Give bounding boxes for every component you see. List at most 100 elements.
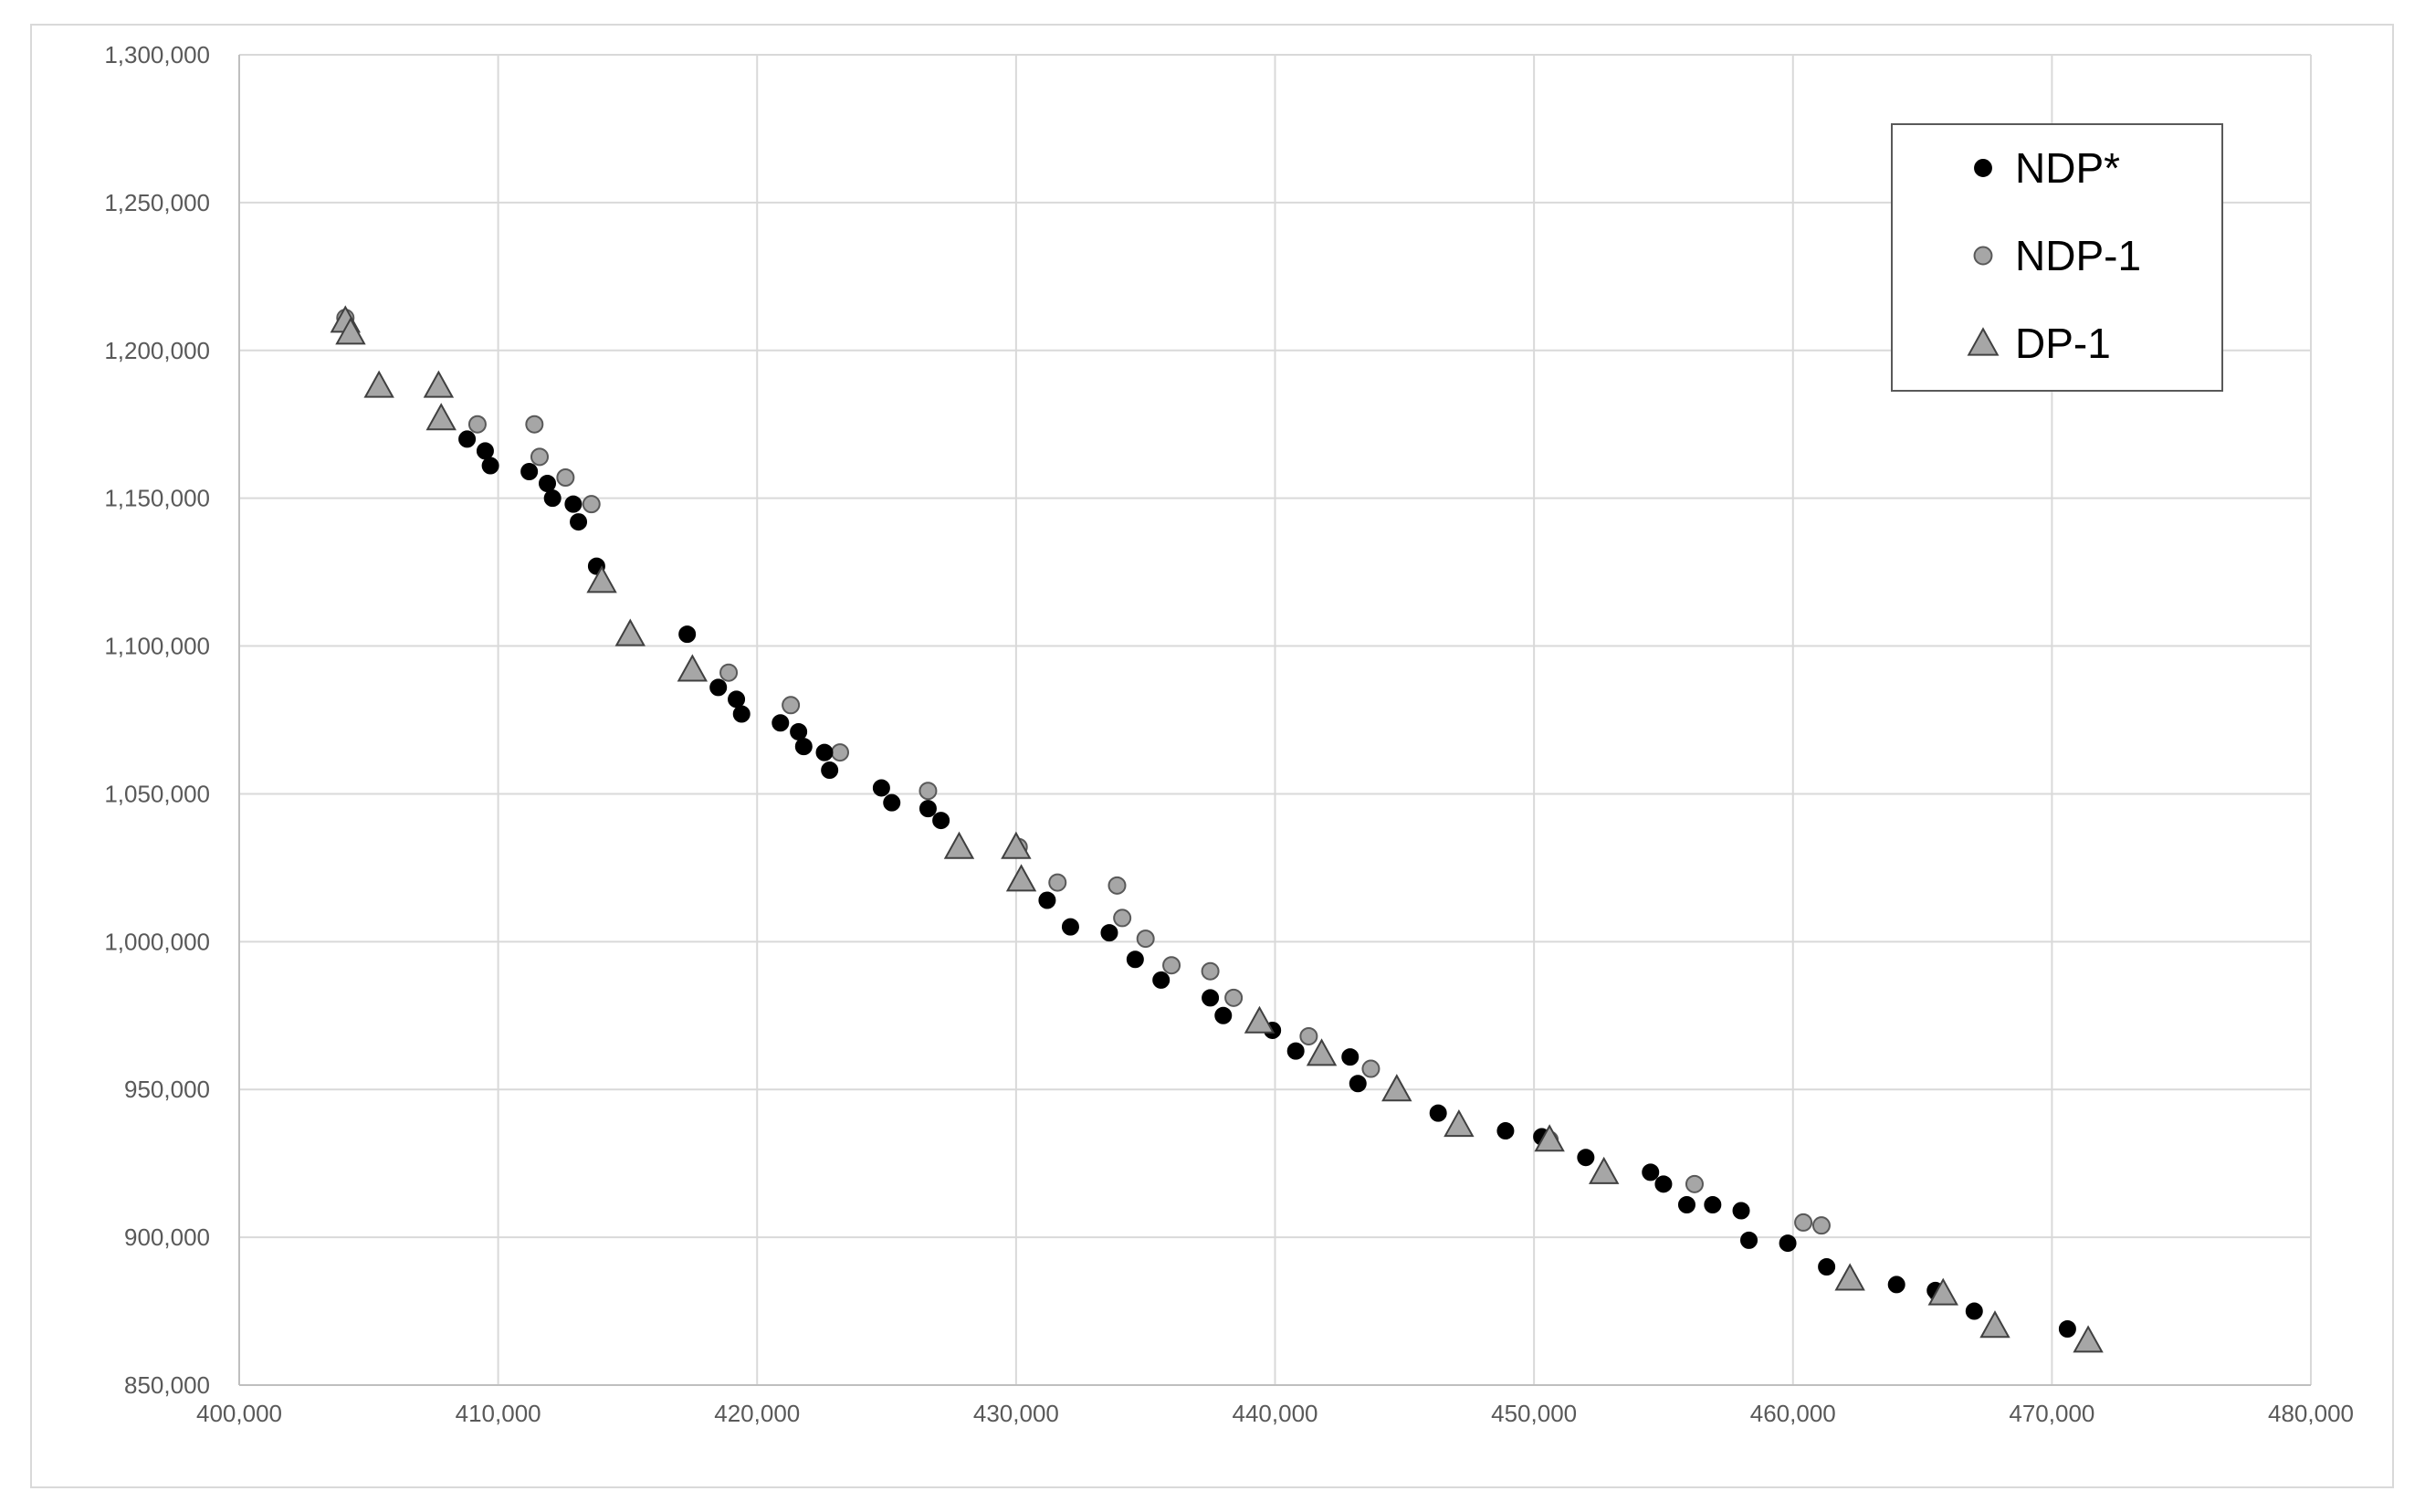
point-dp-1 [363,370,394,398]
legend-label-dp-1: DP-1 [2015,320,2111,367]
point-ndp-1 [1201,961,1220,981]
point-ndp-1 [525,415,544,434]
point-ndp [790,722,808,740]
point-ndp [1654,1175,1673,1193]
point-dp-1 [614,618,646,646]
point-ndp [1965,1302,1983,1320]
x-tick-label: 420,000 [714,1400,800,1427]
point-ndp [539,474,557,492]
point-dp-1 [1381,1074,1412,1102]
point-ndp-1 [1136,929,1155,949]
x-tick-label: 400,000 [196,1400,282,1427]
point-ndp-1 [1685,1174,1704,1193]
point-dp-1 [1979,1310,2010,1339]
y-tick-label: 1,250,000 [104,189,210,216]
point-dp-1 [1005,864,1037,892]
point-dp-1 [677,654,709,682]
y-tick-label: 950,000 [124,1076,210,1103]
point-ndp [458,430,477,448]
point-ndp [678,625,697,644]
point-ndp [1496,1122,1515,1140]
point-ndp [1732,1202,1750,1220]
legend: NDP* NDP-1 DP-1 [1891,123,2223,392]
point-dp-1 [1589,1156,1620,1184]
x-tick-label: 480,000 [2268,1400,2354,1427]
data-points [330,305,2104,1353]
legend-label-ndp: NDP* [2015,144,2120,192]
point-ndp [1818,1257,1836,1276]
point-ndp [1642,1163,1660,1181]
point-ndp [1038,891,1056,909]
tick-labels: 400,000 410,000 420,000 430,000 440,000 450,0… [104,41,2354,1427]
point-dp-1 [1001,831,1032,859]
point-ndp [732,705,751,723]
legend-marker-ndp-1 [1973,246,1993,266]
point-ndp [481,457,499,475]
point-ndp [520,463,539,481]
point-ndp-1 [467,415,487,434]
legend-label-ndp-1: NDP-1 [2015,232,2141,279]
point-dp-1 [2073,1325,2104,1353]
point-ndp [815,743,834,761]
x-tick-label: 450,000 [1491,1400,1577,1427]
x-tick-label: 410,000 [456,1400,541,1427]
point-ndp-1 [919,782,938,801]
point-ndp [1100,924,1118,942]
point-ndp [1341,1048,1359,1066]
point-dp-1 [335,317,366,345]
point-ndp-1 [831,743,850,762]
legend-box [1891,123,2223,392]
point-dp-1 [425,403,457,431]
point-ndp [1061,918,1079,936]
x-tick-label: 470,000 [2009,1400,2094,1427]
point-ndp [1286,1042,1305,1060]
x-tick-label: 440,000 [1233,1400,1318,1427]
point-ndp [1126,950,1144,969]
y-tick-label: 1,000,000 [104,928,210,955]
point-ndp-1 [582,495,601,514]
point-ndp-1 [1113,908,1132,928]
point-dp-1 [586,565,617,593]
point-ndp [709,678,728,697]
point-ndp [883,793,901,812]
y-tick-label: 1,150,000 [104,485,210,512]
point-ndp-1 [1361,1059,1380,1078]
y-tick-label: 850,000 [124,1371,210,1399]
point-ndp-1 [530,447,550,467]
point-ndp [772,714,790,732]
point-ndp [919,800,937,818]
point-ndp-1 [1162,956,1181,975]
point-ndp-1 [1048,873,1067,892]
point-ndp [1349,1075,1367,1093]
point-ndp [1577,1149,1595,1167]
point-dp-1 [1534,1124,1565,1152]
point-dp-1 [423,370,455,398]
point-dp-1 [1443,1109,1475,1138]
point-ndp [2058,1319,2076,1338]
point-ndp-1 [556,468,575,488]
point-ndp-1 [1811,1216,1831,1235]
point-ndp [1779,1234,1797,1253]
y-tick-label: 1,050,000 [104,780,210,807]
point-ndp-1 [1794,1213,1813,1232]
point-ndp [570,513,588,531]
point-ndp [1152,971,1171,989]
point-ndp [476,442,494,460]
point-dp-1 [1927,1277,1958,1306]
point-ndp-1 [1299,1026,1318,1045]
point-ndp [1202,989,1220,1007]
x-tick-label: 430,000 [973,1400,1059,1427]
point-ndp [1704,1195,1722,1213]
point-ndp-1 [719,663,739,682]
legend-marker-ndp [1974,159,1992,177]
point-ndp [564,495,583,513]
point-ndp [728,690,746,709]
y-tick-label: 1,100,000 [104,633,210,660]
point-ndp [932,812,950,830]
point-ndp [1740,1231,1758,1249]
legend-marker-dp-1 [1967,327,2000,356]
point-ndp-1 [1224,988,1244,1007]
point-dp-1 [1834,1263,1865,1291]
point-ndp [1887,1276,1905,1294]
